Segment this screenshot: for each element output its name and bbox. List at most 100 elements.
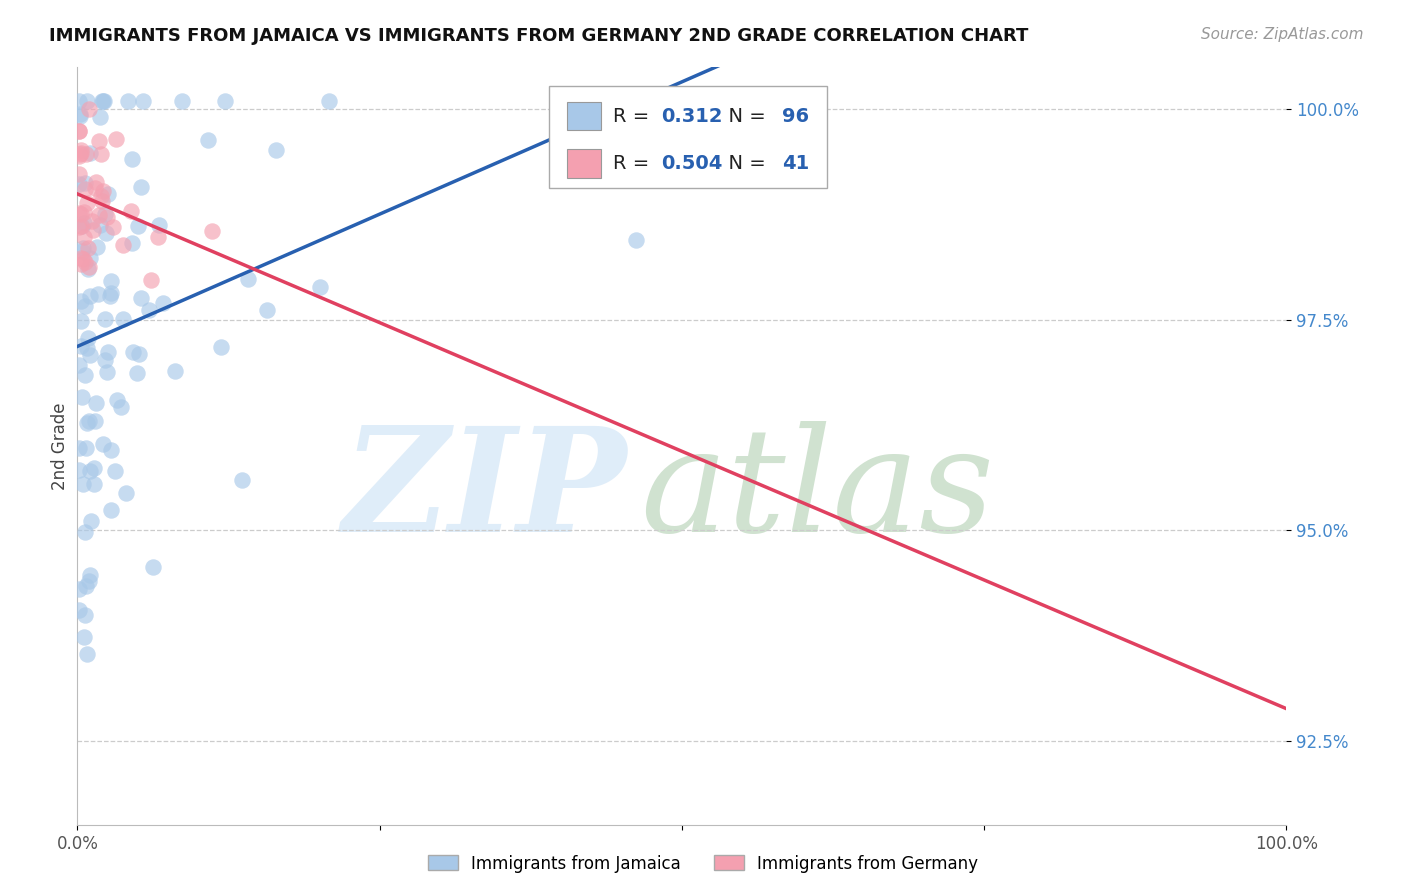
Point [79, 464, 101, 478]
Point [127, 219, 149, 234]
Point [163, 363, 186, 377]
Point [69, 314, 91, 328]
Point [141, 273, 163, 287]
Point [73, 205, 96, 219]
Point [79, 145, 101, 160]
Point [67, 94, 90, 108]
Point [77, 574, 100, 589]
Point [90, 147, 112, 161]
Point [94, 226, 117, 240]
Point [93, 94, 115, 108]
Point [122, 345, 145, 359]
FancyBboxPatch shape [548, 86, 827, 188]
Point [67, 148, 90, 162]
Point [152, 296, 174, 310]
Point [67, 206, 90, 220]
Point [67, 177, 90, 191]
Text: N =: N = [716, 107, 772, 126]
FancyBboxPatch shape [567, 149, 600, 178]
Point [76, 416, 98, 430]
Point [70, 244, 93, 258]
Point [77, 260, 100, 274]
Point [67, 167, 90, 181]
Point [209, 340, 232, 354]
Point [73, 630, 96, 644]
Point [117, 94, 139, 108]
Point [142, 560, 165, 574]
Point [67, 358, 90, 372]
Point [69, 106, 91, 120]
Point [73, 524, 96, 539]
Text: R =: R = [613, 154, 655, 173]
Point [148, 218, 170, 232]
Point [138, 303, 160, 318]
Point [67, 124, 90, 138]
Point [231, 474, 253, 488]
Point [79, 102, 101, 116]
Point [82, 223, 104, 237]
Point [67, 602, 90, 616]
Point [129, 291, 152, 305]
Point [91, 94, 114, 108]
Point [101, 220, 124, 235]
Point [69, 147, 91, 161]
Text: Source: ZipAtlas.com: Source: ZipAtlas.com [1201, 27, 1364, 42]
Point [77, 241, 100, 255]
Point [120, 204, 142, 219]
Point [75, 579, 97, 593]
Point [67, 220, 90, 235]
Point [121, 235, 143, 250]
Point [70, 143, 93, 157]
Point [75, 254, 97, 268]
Point [98, 289, 121, 303]
Point [86, 240, 108, 254]
Point [75, 300, 97, 314]
Text: atlas: atlas [640, 421, 994, 562]
Point [84, 176, 107, 190]
Point [70, 219, 93, 233]
Point [110, 401, 132, 415]
Text: N =: N = [716, 154, 772, 173]
Point [70, 252, 93, 266]
Point [73, 182, 96, 196]
Point [77, 331, 100, 345]
Point [100, 442, 122, 457]
Point [256, 302, 278, 317]
Point [104, 464, 127, 478]
Text: 0.504: 0.504 [661, 154, 723, 173]
Text: IMMIGRANTS FROM JAMAICA VS IMMIGRANTS FROM GERMANY 2ND GRADE CORRELATION CHART: IMMIGRANTS FROM JAMAICA VS IMMIGRANTS FR… [49, 27, 1029, 45]
Point [624, 233, 647, 247]
Point [111, 238, 134, 252]
Point [89, 110, 111, 124]
Point [100, 503, 122, 517]
Point [91, 437, 114, 451]
Point [79, 414, 101, 428]
Point [90, 189, 112, 203]
Point [264, 143, 287, 157]
Point [70, 391, 93, 405]
Point [96, 210, 118, 224]
Point [100, 286, 122, 301]
Point [112, 311, 135, 326]
Point [67, 124, 90, 138]
Point [82, 214, 104, 228]
Point [70, 146, 93, 161]
Point [201, 224, 224, 238]
Point [76, 195, 98, 210]
Text: 41: 41 [782, 154, 810, 173]
Point [93, 353, 115, 368]
Text: 0.312: 0.312 [661, 107, 723, 126]
Point [131, 180, 153, 194]
Point [72, 252, 94, 266]
Point [132, 94, 155, 108]
Point [87, 134, 110, 148]
Y-axis label: 2nd Grade: 2nd Grade [51, 402, 69, 490]
Text: 96: 96 [782, 107, 810, 126]
Point [70, 219, 93, 233]
Point [115, 486, 138, 500]
Point [83, 414, 105, 428]
Point [83, 476, 105, 491]
Point [197, 133, 219, 147]
Point [214, 94, 236, 108]
Point [67, 463, 90, 477]
